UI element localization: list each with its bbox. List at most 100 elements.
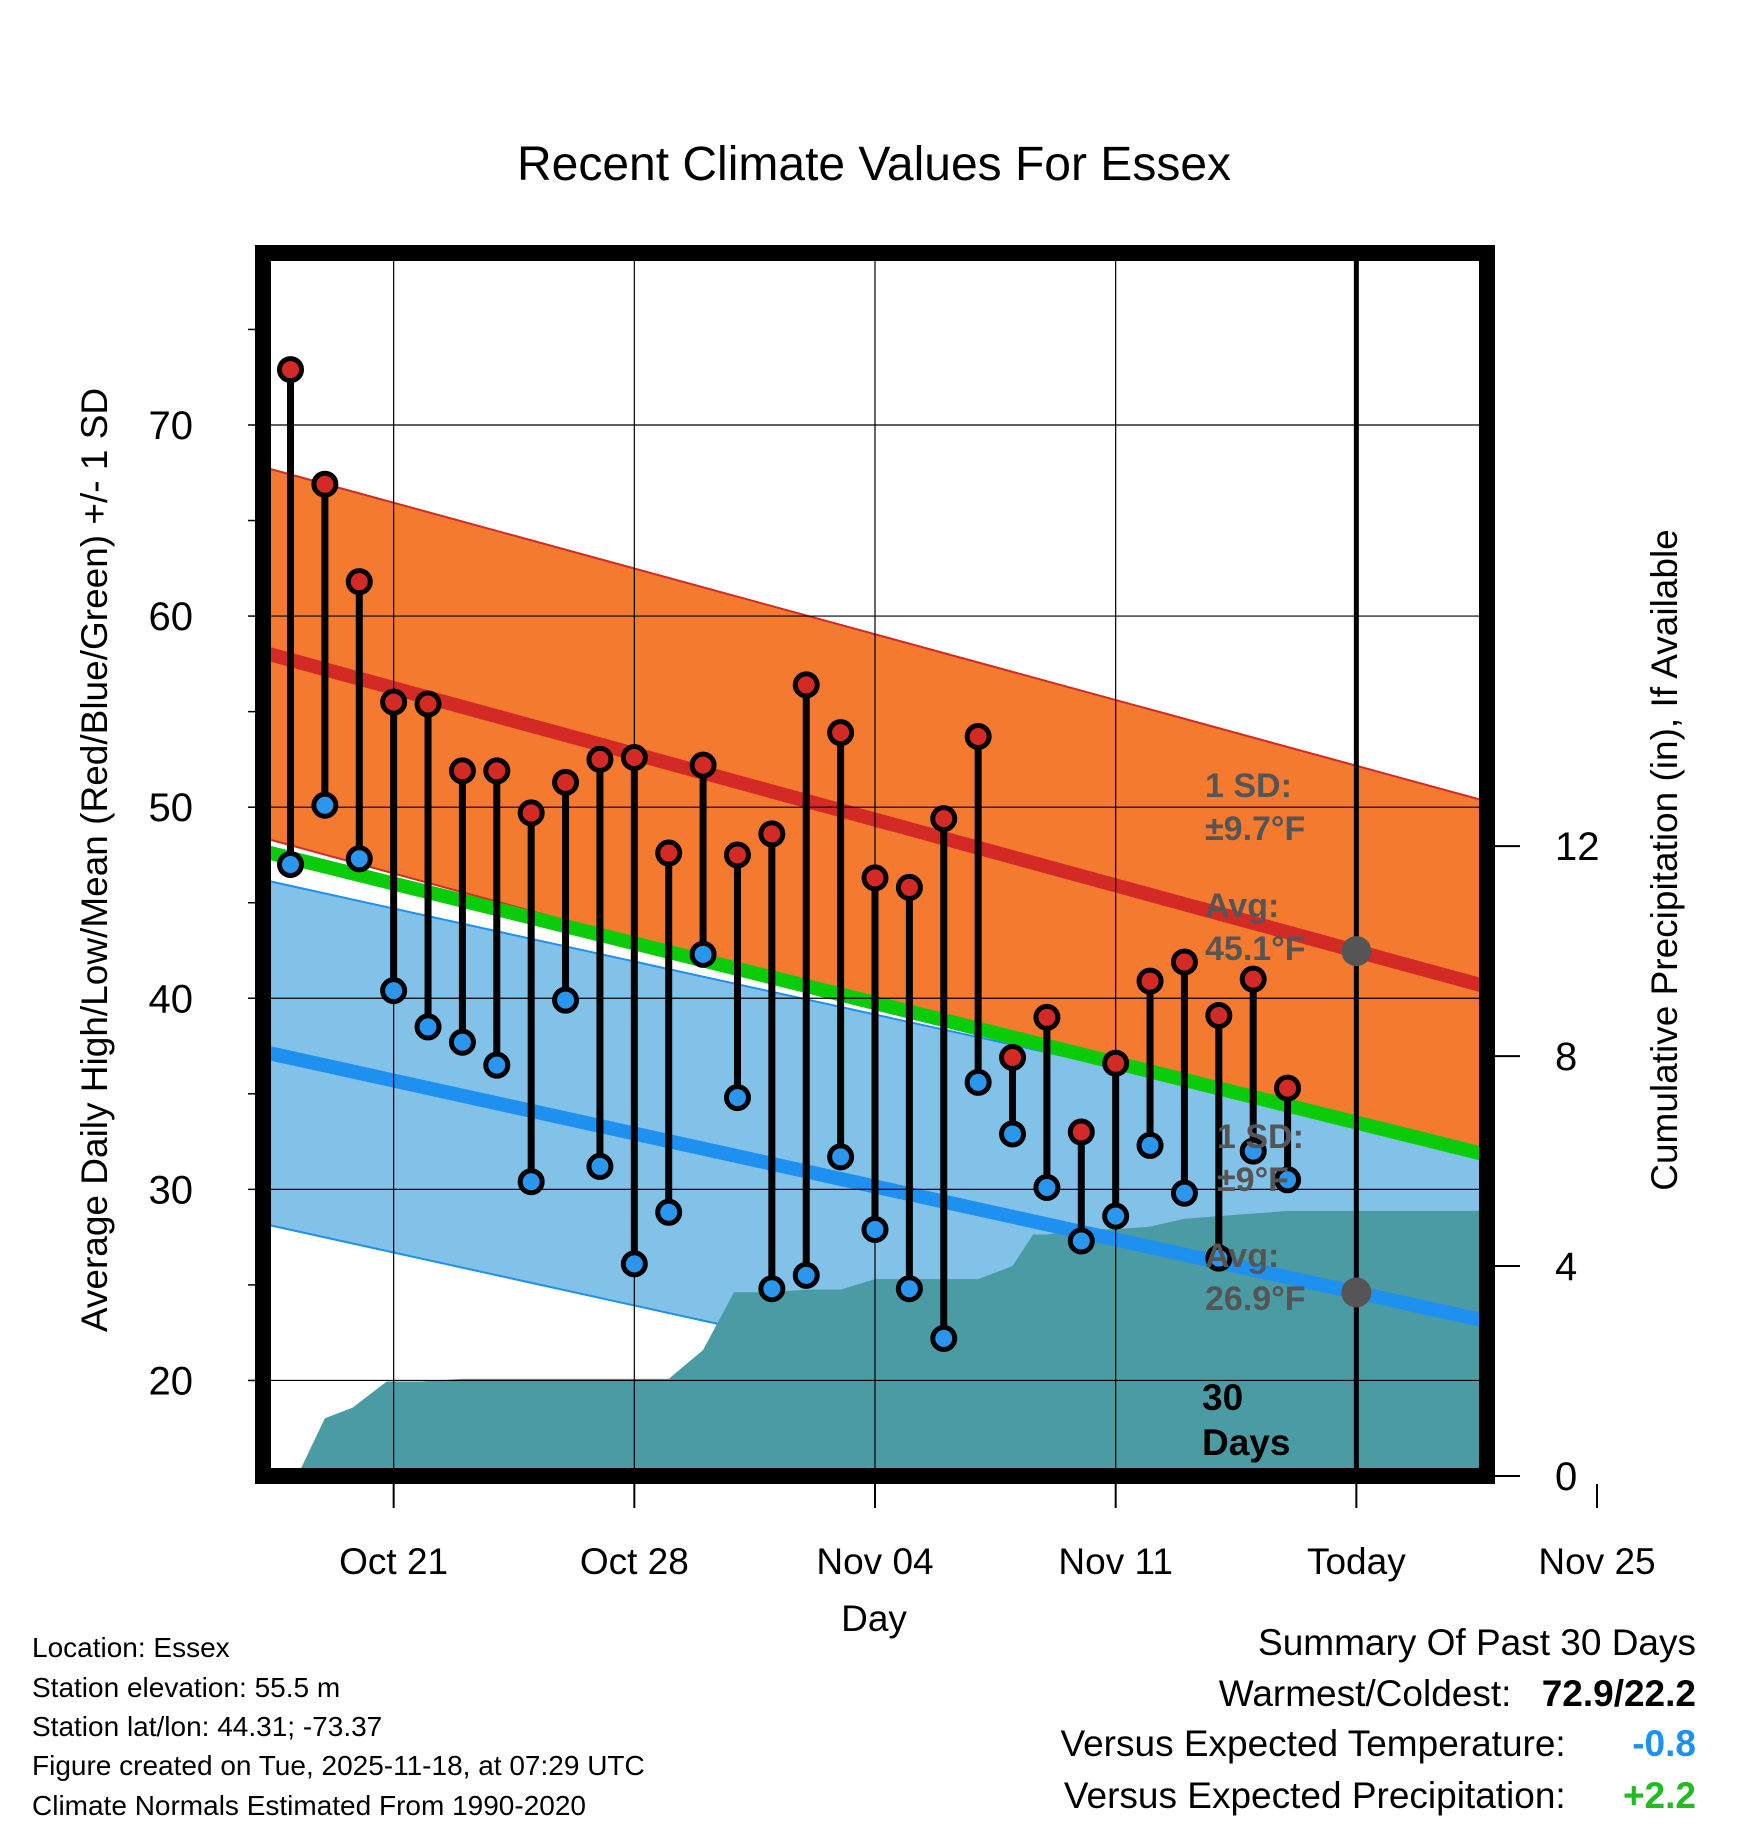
daily-high-marker bbox=[1205, 1001, 1233, 1029]
daily-low-marker bbox=[586, 1152, 614, 1180]
daily-low-marker bbox=[552, 986, 580, 1014]
daily-low-marker bbox=[517, 1168, 545, 1196]
daily-high-marker bbox=[277, 356, 305, 384]
plot-frame bbox=[255, 245, 1495, 1484]
daily-high-marker bbox=[723, 841, 751, 869]
y-left-tick-label: 70 bbox=[149, 404, 194, 448]
daily-low-marker bbox=[792, 1261, 820, 1289]
daily-high-marker bbox=[483, 757, 511, 785]
daily-high-marker bbox=[620, 743, 648, 771]
x-tick-label: Nov 11 bbox=[1058, 1541, 1173, 1582]
daily-high-marker bbox=[930, 805, 958, 833]
daily-high-marker bbox=[414, 690, 442, 718]
low-sd-value-annotation: ±9°F bbox=[1217, 1161, 1289, 1199]
daily-high-marker bbox=[448, 757, 476, 785]
daily-low-marker bbox=[1170, 1179, 1198, 1207]
daily-low-marker bbox=[827, 1143, 855, 1171]
days-annotation: 30 bbox=[1202, 1377, 1243, 1418]
daily-low-marker bbox=[895, 1275, 923, 1303]
daily-high-marker bbox=[999, 1044, 1027, 1072]
daily-high-marker bbox=[311, 470, 339, 498]
chart-title: Recent Climate Values For Essex bbox=[517, 138, 1231, 191]
daily-low-marker bbox=[689, 940, 717, 968]
daily-high-marker bbox=[1136, 967, 1164, 995]
daily-high-marker bbox=[345, 568, 373, 596]
daily-low-marker bbox=[1067, 1227, 1095, 1255]
daily-low-marker bbox=[964, 1068, 992, 1096]
daily-high-marker bbox=[1274, 1074, 1302, 1102]
y-right-tick-label: 4 bbox=[1555, 1245, 1577, 1289]
x-tick-label: Nov 04 bbox=[816, 1541, 933, 1582]
daily-low-marker bbox=[758, 1275, 786, 1303]
high-sd-annotation: 1 SD: bbox=[1205, 767, 1292, 805]
low-avg-value-annotation: 26.9°F bbox=[1205, 1280, 1306, 1318]
daily-high-marker bbox=[1033, 1003, 1061, 1031]
summary-temp-value: -0.8 bbox=[1632, 1723, 1696, 1764]
daily-low-marker bbox=[1239, 1137, 1267, 1165]
daily-high-marker bbox=[655, 839, 683, 867]
daily-low-marker bbox=[1205, 1244, 1233, 1272]
summary-warm-cold: Warmest/Coldest: 72.9/22.2 bbox=[1219, 1673, 1696, 1715]
daily-low-marker bbox=[483, 1051, 511, 1079]
x-tick-label: Nov 25 bbox=[1538, 1541, 1655, 1582]
y-right-tick-label: 0 bbox=[1555, 1455, 1577, 1499]
daily-high-marker bbox=[1067, 1118, 1095, 1146]
daily-low-marker bbox=[723, 1084, 751, 1112]
summary-precip: Versus Expected Precipitation: +2.2 bbox=[1064, 1775, 1696, 1817]
info-normals: Climate Normals Estimated From 1990-2020 bbox=[32, 1790, 586, 1821]
daily-high-marker bbox=[964, 722, 992, 750]
summary-title: Summary Of Past 30 Days bbox=[1258, 1622, 1696, 1664]
daily-high-marker bbox=[517, 799, 545, 827]
daily-high-marker bbox=[827, 719, 855, 747]
daily-high-marker bbox=[1102, 1049, 1130, 1077]
high-avg-annotation: Avg: bbox=[1205, 887, 1279, 925]
summary-precip-value: +2.2 bbox=[1622, 1775, 1696, 1816]
daily-low-marker bbox=[448, 1028, 476, 1056]
daily-low-marker bbox=[620, 1250, 648, 1278]
daily-high-marker bbox=[1239, 965, 1267, 993]
summary-title-text: Summary Of Past 30 Days bbox=[1258, 1622, 1696, 1663]
daily-low-marker bbox=[655, 1198, 683, 1226]
low-sd-annotation: 1 SD: bbox=[1217, 1118, 1304, 1156]
summary-warm-cold-label: Warmest/Coldest: bbox=[1218, 1673, 1512, 1714]
x-tick-label: Oct 21 bbox=[339, 1541, 448, 1582]
summary-temp: Versus Expected Temperature: -0.8 bbox=[1060, 1723, 1696, 1765]
info-created: Figure created on Tue, 2025-11-18, at 07… bbox=[32, 1750, 645, 1781]
summary-precip-label: Versus Expected Precipitation: bbox=[1063, 1775, 1566, 1816]
daily-high-marker bbox=[758, 820, 786, 848]
high-avg-value-annotation: 45.1°F bbox=[1205, 930, 1306, 968]
x-tick-label: Today bbox=[1307, 1541, 1406, 1582]
daily-high-marker bbox=[586, 745, 614, 773]
daily-low-marker bbox=[345, 845, 373, 873]
low-avg-annotation: Avg: bbox=[1205, 1237, 1279, 1275]
daily-low-marker bbox=[380, 977, 408, 1005]
days-annotation-unit: Days bbox=[1202, 1422, 1290, 1463]
daily-low-marker bbox=[999, 1120, 1027, 1148]
y-axis-right-label: Cumulative Precipitation (in), If Availa… bbox=[1644, 529, 1685, 1191]
daily-high-marker bbox=[689, 751, 717, 779]
info-latlon: Station lat/lon: 44.31; -73.37 bbox=[32, 1711, 383, 1742]
daily-high-marker bbox=[895, 873, 923, 901]
daily-low-marker bbox=[1136, 1131, 1164, 1159]
daily-low-marker bbox=[861, 1215, 889, 1243]
daily-low-marker bbox=[277, 851, 305, 878]
summary-warm-cold-value: 72.9/22.2 bbox=[1541, 1673, 1696, 1714]
info-elevation: Station elevation: 55.5 m bbox=[32, 1672, 341, 1703]
y-left-tick-label: 30 bbox=[149, 1168, 194, 1212]
daily-high-marker bbox=[792, 671, 820, 699]
daily-high-marker bbox=[861, 864, 889, 892]
daily-low-marker bbox=[414, 1013, 442, 1041]
daily-low-marker bbox=[930, 1324, 958, 1352]
y-axis-left-label: Average Daily High/Low/Mean (Red/Blue/Gr… bbox=[74, 388, 115, 1332]
daily-low-marker bbox=[1274, 1166, 1302, 1194]
daily-high-marker bbox=[380, 688, 408, 716]
summary-temp-label: Versus Expected Temperature: bbox=[1060, 1723, 1566, 1764]
info-location: Location: Essex bbox=[32, 1632, 230, 1663]
y-right-tick-label: 8 bbox=[1555, 1035, 1577, 1079]
y-left-tick-label: 60 bbox=[149, 595, 194, 639]
x-tick-label: Oct 28 bbox=[580, 1541, 689, 1582]
y-right-tick-label: 12 bbox=[1555, 825, 1600, 869]
today-low-avg-marker bbox=[1341, 1277, 1372, 1308]
daily-low-marker bbox=[1033, 1173, 1061, 1201]
